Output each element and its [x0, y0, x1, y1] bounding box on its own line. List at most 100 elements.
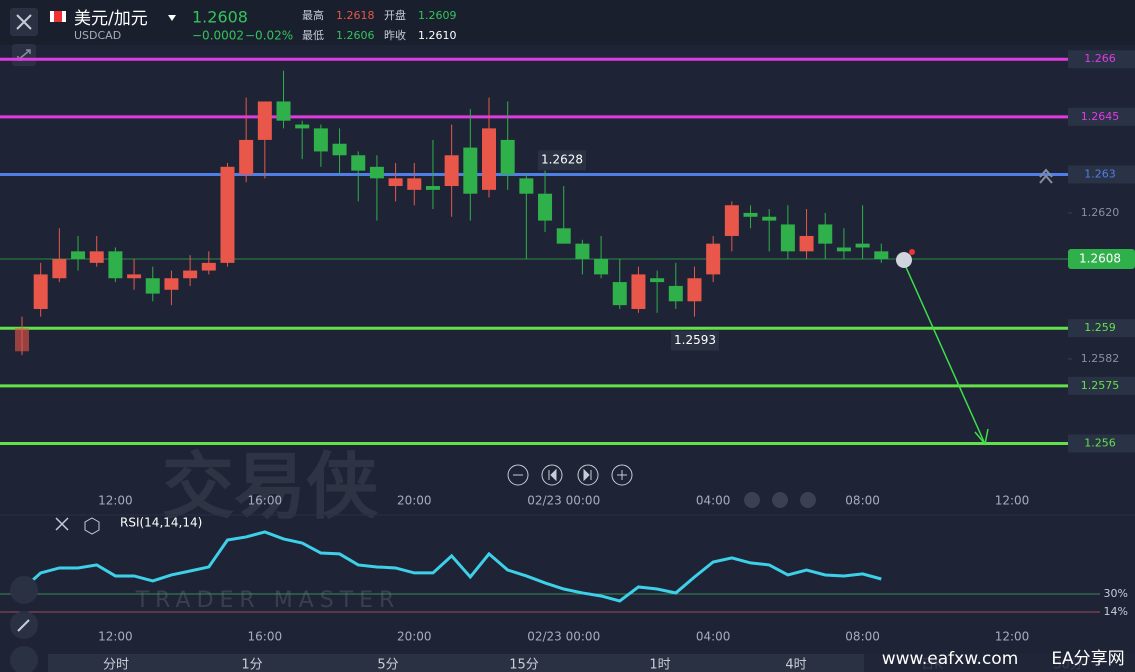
candle-body: [425, 186, 440, 190]
annotation-box: [671, 330, 719, 351]
level-label-box: [1068, 107, 1135, 126]
level-label: 1.2575: [1081, 379, 1120, 392]
candle-body: [295, 124, 310, 129]
candle-body: [257, 101, 272, 140]
timeframe-tab[interactable]: 1分: [241, 658, 262, 672]
info-icon[interactable]: [896, 252, 912, 268]
level-label: 1.263: [1084, 167, 1116, 180]
x-tick-label: 12:00: [98, 494, 133, 508]
candle-body: [650, 278, 665, 283]
candle-body: [183, 270, 198, 279]
candle-body: [836, 247, 851, 252]
candle-body: [799, 235, 814, 252]
candle-body: [220, 166, 235, 263]
tool-button[interactable]: [800, 492, 816, 508]
rsi-line: [20, 530, 882, 603]
x-tick-label: 08:00: [845, 494, 880, 508]
info-dot: [909, 249, 915, 255]
next-icon: [583, 468, 592, 482]
candle-body: [631, 274, 646, 309]
level-label: 1.266: [1084, 52, 1116, 65]
timeframe-tab[interactable]: 15分: [509, 658, 539, 672]
next-button[interactable]: [577, 464, 599, 486]
x-tick-label: 12:00: [995, 630, 1030, 644]
candle-body: [351, 155, 366, 171]
candle-body: [575, 243, 590, 260]
level-handle[interactable]: [1039, 168, 1053, 184]
symbol[interactable]: 美元/加元: [74, 9, 148, 29]
candle-body: [89, 251, 104, 263]
candle-body: [556, 228, 571, 244]
side-tool[interactable]: [10, 576, 38, 604]
candle-body: [594, 259, 609, 275]
y-tick-label: 14%: [1104, 605, 1128, 618]
indicator-name: RSI(14,14,14): [120, 516, 202, 530]
level-label-box: [1068, 376, 1135, 395]
zoom-in-icon: [617, 470, 627, 480]
x-tick-label: 02/23 00:00: [527, 494, 600, 508]
level-label: 1.259: [1084, 321, 1116, 334]
close-icon: [16, 14, 32, 30]
rsi-close[interactable]: [55, 517, 69, 531]
rsi-settings[interactable]: [84, 517, 100, 535]
x-tick-label: 04:00: [696, 494, 731, 508]
level-label-box: [1068, 165, 1135, 184]
forecast-arrow: [904, 264, 986, 445]
candle-body: [239, 139, 254, 175]
stat-label: 开盘: [384, 8, 406, 22]
timeframe-tab[interactable]: 4时: [785, 658, 806, 672]
x-tick-label: 08:00: [845, 630, 880, 644]
candle-body: [369, 166, 384, 179]
level-label: 1.256: [1084, 436, 1116, 449]
symbol-dropdown[interactable]: [168, 15, 176, 21]
timeframe-tab[interactable]: 分时: [103, 658, 129, 672]
x-tick-label: 16:00: [248, 630, 283, 644]
candle-body: [780, 224, 795, 252]
candle-body: [500, 139, 515, 175]
site-url: www.eafxw.com: [882, 649, 1019, 669]
candle-body: [724, 205, 739, 236]
candle-body: [71, 251, 86, 260]
x-tick-label: 12:00: [995, 494, 1030, 508]
x-tick-label: 02/23 00:00: [527, 630, 600, 644]
watermark-sub: TRADER MASTER: [135, 588, 401, 613]
candle-body: [332, 143, 347, 156]
tool-button[interactable]: [772, 492, 788, 508]
x-tick-label: 12:00: [98, 630, 133, 644]
forecast-arrow-head: [974, 428, 989, 446]
candle-body: [145, 278, 160, 294]
prev-button[interactable]: [541, 464, 563, 486]
tool-button[interactable]: [744, 492, 760, 508]
zoom-controls: [507, 464, 816, 508]
candle-body: [52, 259, 67, 279]
candle-body: [874, 251, 889, 260]
x-tick-label: 20:00: [397, 630, 432, 644]
timeframe-tab[interactable]: 1时: [649, 658, 670, 672]
candle-body: [276, 101, 291, 121]
last-price-label: 1.2608: [1079, 252, 1121, 266]
timeframe-tab[interactable]: 5分: [377, 658, 398, 672]
flag-center: [54, 11, 62, 22]
change: −0.0002: [192, 29, 244, 43]
side-tool[interactable]: [10, 646, 38, 672]
stat-label: 最高: [302, 8, 324, 22]
stat-label: 昨收: [384, 28, 406, 42]
last-price-box: [1068, 249, 1135, 270]
level-label: 1.2645: [1081, 110, 1120, 123]
candle-body: [482, 128, 496, 190]
zoom-out[interactable]: [507, 464, 529, 486]
symbol-code: USDCAD: [74, 29, 121, 42]
annotation-box: [538, 150, 586, 171]
candle-body: [687, 278, 702, 302]
candle-body: [818, 224, 833, 244]
price: 1.2608: [192, 8, 248, 27]
candle-body: [201, 262, 216, 271]
candle-body: [444, 155, 459, 187]
zoom-in[interactable]: [611, 464, 633, 486]
candle-body: [855, 243, 870, 248]
plot: 1.2620 1.2582 1.266 1.2645 1.263 1.259 1.2575 1…: [0, 50, 1135, 644]
y-tick-label: 1.2620: [1081, 206, 1120, 219]
x-tick-label: 16:00: [248, 494, 283, 508]
candle-body: [33, 274, 48, 309]
